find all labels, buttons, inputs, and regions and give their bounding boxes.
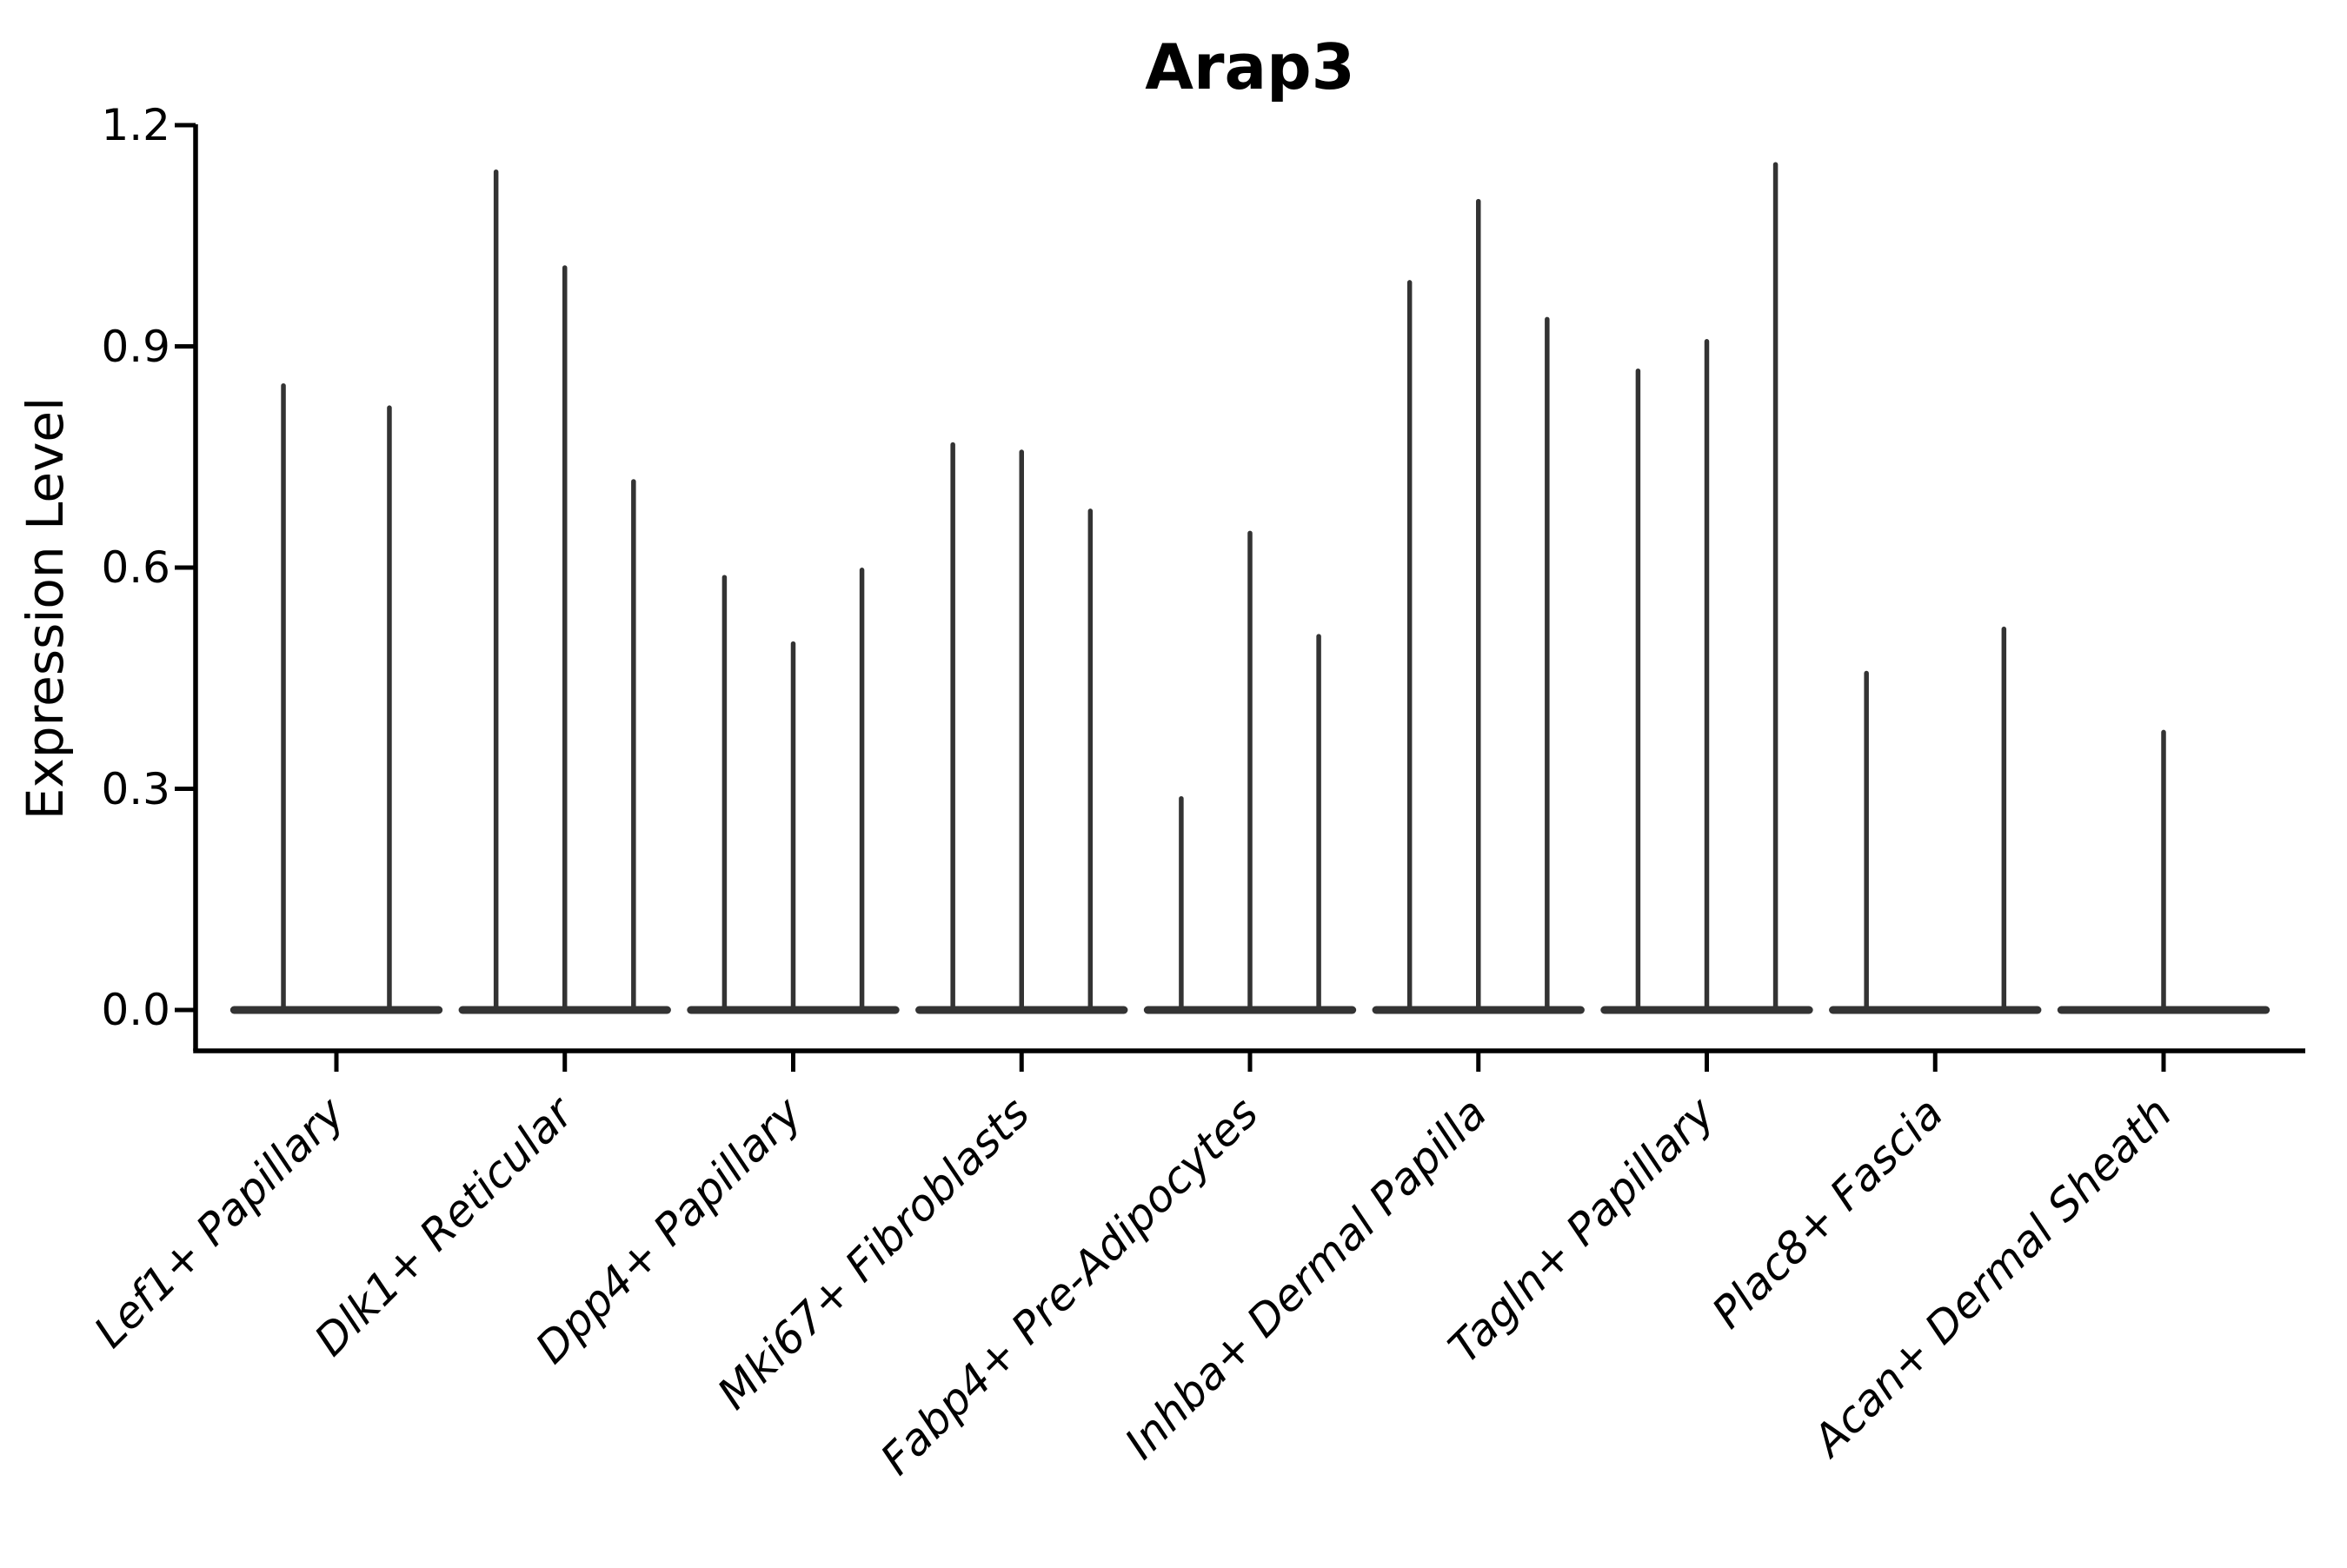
x-tick-label-fabp4-pre-adipocytes: Fabp4+ Pre-Adipocytes (871, 1087, 1268, 1485)
violin-spike (1406, 280, 1413, 1011)
violin-spike (950, 442, 955, 1011)
violin-spike (790, 641, 796, 1010)
x-tick-label-plac8-fascia: Plac8+ Fascia (1703, 1087, 1953, 1338)
violin-spike (562, 265, 568, 1010)
violin-group-6 (1600, 162, 1813, 1014)
violin-spike (1864, 670, 1869, 1010)
violin-spike (387, 405, 392, 1010)
chart-title: Arap3 (1145, 30, 1354, 103)
violin-group-5 (1372, 198, 1585, 1014)
x-tick-label-acan-dermal-sheath: Acan+ Dermal Sheath (1802, 1087, 2182, 1467)
violin-spike (1545, 316, 1550, 1010)
violin-spike (1772, 162, 1779, 1010)
violin-spike (1704, 339, 1710, 1010)
violin-spike (859, 568, 865, 1010)
violin-group-1 (458, 169, 671, 1014)
y-tick-label-0.9: 0.9 (101, 322, 170, 372)
violin-spike (281, 382, 286, 1010)
violin-spike (1316, 634, 1321, 1010)
violin-spike (721, 575, 728, 1010)
violin-spike (1019, 449, 1024, 1010)
violin-spike (2161, 729, 2166, 1010)
violin-spike (2001, 626, 2007, 1010)
y-tick-label-0.6: 0.6 (101, 542, 170, 593)
plot-area (175, 123, 2305, 1072)
violin-group-0 (229, 382, 443, 1014)
x-tick-label-inhba-dermal-papilla: Inhba+ Dermal Papilla (1115, 1087, 1496, 1468)
x-tick-label-lef1-papillary: Lef1+ Papillary (84, 1086, 355, 1357)
violin-base (229, 1006, 443, 1014)
violin-group-4 (1143, 530, 1357, 1014)
violin-spike (493, 169, 499, 1011)
y-tick-label-1.2: 1.2 (101, 100, 170, 150)
violin-spike (1635, 368, 1641, 1010)
violin-spike (1247, 530, 1253, 1010)
y-tick-label-0.3: 0.3 (101, 764, 170, 814)
violin-group-8 (2057, 729, 2271, 1014)
violin-group-7 (1829, 626, 2042, 1014)
violin-group-2 (687, 568, 900, 1014)
violin-spike (1087, 508, 1094, 1010)
violin-spike (1179, 795, 1184, 1010)
violin-spike (1476, 198, 1481, 1010)
violin-spike (631, 479, 636, 1010)
violin-group-3 (915, 442, 1128, 1014)
y-axis-label: Expression Level (16, 397, 75, 820)
y-tick-label-0.0: 0.0 (101, 985, 170, 1035)
violin-base (1829, 1006, 2042, 1014)
